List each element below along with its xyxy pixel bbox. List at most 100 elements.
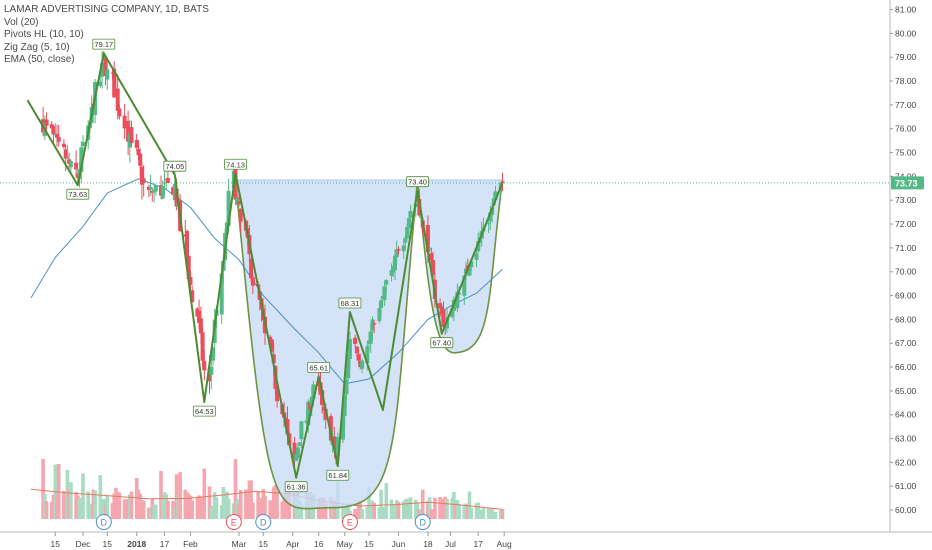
y-tick-label: 61.00 [895,481,917,491]
pivot-label-text: 64.53 [195,407,214,416]
candle [332,426,337,446]
event-marker[interactable]: E [225,514,242,530]
volume-bar [467,491,472,519]
candle [105,61,110,90]
candle [74,150,79,177]
volume-bar [249,480,253,519]
volume-bar [93,490,97,519]
volume-ma-line [30,488,503,510]
volume-bar [263,495,267,519]
event-marker-label: E [347,518,353,528]
pivot-label: 64.53 [192,405,216,417]
volume-bar [360,509,364,519]
last-price-badge: 73.73 [891,176,924,190]
x-tick-label: 17 [473,539,483,549]
event-marker[interactable]: D [255,514,272,530]
y-tick-label: 77.00 [895,100,917,110]
x-tick-label: 17 [160,539,170,549]
legend-indicator-volume[interactable]: Vol (20) [4,16,39,28]
candle [141,165,146,197]
pivot-label-text: 61.84 [328,471,347,480]
x-tick-label: 15 [51,539,61,549]
candle [211,346,215,366]
y-tick-label: 69.00 [895,291,917,301]
last-price-text: 73.73 [895,178,918,188]
volume-bar [275,490,279,519]
candle [63,145,68,172]
event-marker[interactable]: E [341,514,358,530]
x-tick-label: 2018 [127,539,146,549]
pivot-label-text: 65.61 [309,363,328,372]
candle [455,283,460,313]
price-axis [890,0,932,550]
candle [134,134,139,152]
volume-bar [372,502,376,519]
pivot-label-text: 68.31 [341,299,360,308]
candle [370,316,375,341]
legend-indicator-pivots[interactable]: Pivots HL (10, 10) [4,29,84,40]
pivot-label: 73.40 [406,176,429,188]
volume-bar [396,501,401,519]
volume-bar [154,504,158,519]
candle [360,358,365,374]
y-tick-label: 67.00 [895,338,917,348]
volume-bar [117,492,122,519]
y-tick-label: 80.00 [895,28,917,38]
volume-bar [141,501,146,519]
event-marker-label: D [101,518,108,528]
candle [65,145,70,159]
volume-bar [408,497,413,519]
volume-bar [445,498,449,519]
candle [401,239,406,259]
candle [129,120,134,147]
volume-bar [178,471,182,519]
chart-legend: LAMAR ADVERTISING COMPANY, 1D, BATS Vol … [4,4,209,67]
event-marker[interactable]: D [95,514,112,530]
volume-bar [405,498,409,519]
candle [112,61,117,98]
legend-indicator-zigzag[interactable]: Zig Zag (5, 10) [4,41,70,53]
volume-bar [433,497,437,519]
volume-bar [251,502,255,519]
pivot-label: 79.17 [92,38,116,50]
ema-layer [30,178,503,385]
volume-bar [41,459,45,519]
legend-indicator-ema[interactable]: EMA (50, close) [4,54,75,65]
x-tick-label: 15 [103,539,113,549]
pivot-label: 74.05 [163,160,187,172]
y-tick-label: 66.00 [895,362,917,372]
cup-handle-layer [0,179,890,510]
pivot-label: 73.63 [66,188,90,200]
volume-bar [88,504,92,519]
pivot-label-text: 67.40 [432,339,451,348]
event-marker-label: E [231,518,237,528]
volume-bar [323,503,328,519]
x-tick-label: Jul [445,539,456,549]
volume-bar [129,491,134,519]
candle [202,350,207,381]
candle [238,208,243,233]
x-tick-label: 15 [259,539,269,549]
x-tick-label: Dec [75,539,91,549]
volume-bar [159,470,163,519]
candle [117,105,122,120]
candle [190,285,195,303]
legend-title: LAMAR ADVERTISING COMPANY, 1D, BATS [4,4,209,15]
candle [122,104,127,139]
pivot-label-text: 79.17 [94,40,113,49]
candle [68,160,73,173]
candle [384,279,389,292]
y-tick-label: 73.00 [895,195,917,205]
candle [394,240,399,263]
event-marker[interactable]: D [414,514,431,530]
candle [467,266,472,277]
x-tick-label: Apr [286,539,299,549]
candle [342,388,347,428]
volume-bar [420,489,425,519]
volume-bar [299,504,304,519]
y-tick-label: 60.00 [895,505,917,515]
zigzag-line [26,52,504,479]
pivot-label-text: 74.13 [226,160,245,169]
